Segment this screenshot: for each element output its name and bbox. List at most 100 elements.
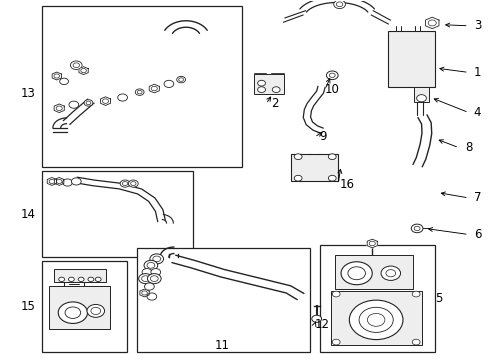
Circle shape bbox=[60, 78, 68, 85]
Circle shape bbox=[128, 180, 138, 187]
Polygon shape bbox=[54, 104, 64, 113]
Text: 13: 13 bbox=[20, 87, 35, 100]
Circle shape bbox=[62, 179, 72, 186]
Bar bbox=[291, 154, 337, 181]
Circle shape bbox=[380, 266, 400, 280]
Circle shape bbox=[49, 179, 55, 184]
Circle shape bbox=[328, 175, 335, 181]
Bar bbox=[254, 74, 283, 94]
Text: 5: 5 bbox=[434, 292, 441, 305]
Bar bbox=[42, 171, 193, 257]
Circle shape bbox=[366, 314, 384, 326]
Circle shape bbox=[78, 277, 84, 282]
Circle shape bbox=[135, 89, 144, 95]
Circle shape bbox=[416, 95, 426, 102]
Circle shape bbox=[311, 315, 321, 322]
Circle shape bbox=[147, 293, 157, 300]
Text: 3: 3 bbox=[473, 19, 480, 32]
Circle shape bbox=[176, 76, 185, 83]
Bar bbox=[49, 286, 110, 329]
Text: 9: 9 bbox=[318, 130, 325, 144]
Bar bbox=[330, 291, 421, 345]
Circle shape bbox=[142, 291, 147, 295]
Text: 8: 8 bbox=[464, 141, 471, 154]
Circle shape bbox=[385, 270, 395, 277]
Text: 14: 14 bbox=[20, 208, 36, 221]
Circle shape bbox=[150, 254, 163, 264]
Circle shape bbox=[340, 262, 371, 285]
Polygon shape bbox=[55, 177, 64, 185]
Circle shape bbox=[358, 307, 392, 332]
Bar bbox=[320, 244, 434, 352]
Circle shape bbox=[347, 267, 365, 280]
Polygon shape bbox=[366, 239, 377, 248]
Text: 2: 2 bbox=[270, 98, 278, 111]
Circle shape bbox=[118, 94, 127, 101]
Circle shape bbox=[137, 90, 142, 94]
Circle shape bbox=[411, 291, 419, 297]
Bar bbox=[413, 87, 428, 102]
Polygon shape bbox=[425, 17, 438, 29]
Circle shape bbox=[150, 276, 158, 282]
Circle shape bbox=[65, 307, 81, 319]
Circle shape bbox=[336, 2, 342, 6]
Bar bbox=[42, 261, 127, 352]
Circle shape bbox=[88, 277, 94, 282]
Bar bbox=[387, 31, 434, 87]
Circle shape bbox=[153, 256, 160, 262]
Circle shape bbox=[73, 63, 80, 68]
Circle shape bbox=[86, 101, 91, 105]
Circle shape bbox=[142, 276, 149, 282]
Text: 6: 6 bbox=[473, 228, 480, 241]
Circle shape bbox=[69, 101, 79, 108]
Circle shape bbox=[331, 339, 339, 345]
Circle shape bbox=[91, 307, 101, 315]
Circle shape bbox=[331, 291, 339, 297]
Circle shape bbox=[147, 274, 161, 284]
Circle shape bbox=[87, 305, 104, 318]
Text: 11: 11 bbox=[215, 339, 229, 352]
Circle shape bbox=[163, 80, 173, 87]
Polygon shape bbox=[47, 177, 57, 185]
Bar bbox=[137, 248, 310, 352]
Polygon shape bbox=[79, 67, 88, 75]
Text: 7: 7 bbox=[473, 192, 480, 204]
Bar bbox=[54, 269, 105, 282]
Circle shape bbox=[328, 154, 335, 159]
Circle shape bbox=[294, 154, 302, 159]
Circle shape bbox=[144, 260, 158, 270]
Circle shape bbox=[257, 80, 265, 86]
Circle shape bbox=[178, 78, 183, 81]
Circle shape bbox=[81, 68, 86, 73]
Text: 12: 12 bbox=[314, 318, 329, 331]
Circle shape bbox=[272, 87, 280, 93]
Bar bbox=[42, 6, 242, 167]
Text: 15: 15 bbox=[20, 300, 35, 313]
Polygon shape bbox=[52, 72, 61, 80]
Circle shape bbox=[333, 0, 345, 9]
Circle shape bbox=[151, 86, 157, 91]
Polygon shape bbox=[100, 97, 110, 105]
Circle shape bbox=[59, 277, 64, 282]
Circle shape bbox=[348, 300, 402, 339]
Polygon shape bbox=[149, 84, 159, 93]
Circle shape bbox=[329, 73, 334, 77]
Circle shape bbox=[326, 71, 337, 80]
Text: 16: 16 bbox=[339, 178, 354, 191]
Circle shape bbox=[56, 106, 62, 111]
Text: 4: 4 bbox=[473, 106, 480, 119]
Circle shape bbox=[102, 99, 108, 103]
Circle shape bbox=[413, 226, 419, 230]
Circle shape bbox=[142, 269, 152, 276]
Circle shape bbox=[257, 87, 265, 93]
Circle shape bbox=[68, 277, 74, 282]
Circle shape bbox=[70, 61, 82, 69]
Polygon shape bbox=[140, 289, 149, 297]
Text: 1: 1 bbox=[473, 66, 480, 79]
Circle shape bbox=[95, 277, 101, 282]
Circle shape bbox=[139, 274, 152, 284]
Circle shape bbox=[56, 179, 62, 184]
Circle shape bbox=[368, 241, 374, 246]
Bar bbox=[334, 255, 412, 289]
Text: 10: 10 bbox=[324, 83, 339, 96]
